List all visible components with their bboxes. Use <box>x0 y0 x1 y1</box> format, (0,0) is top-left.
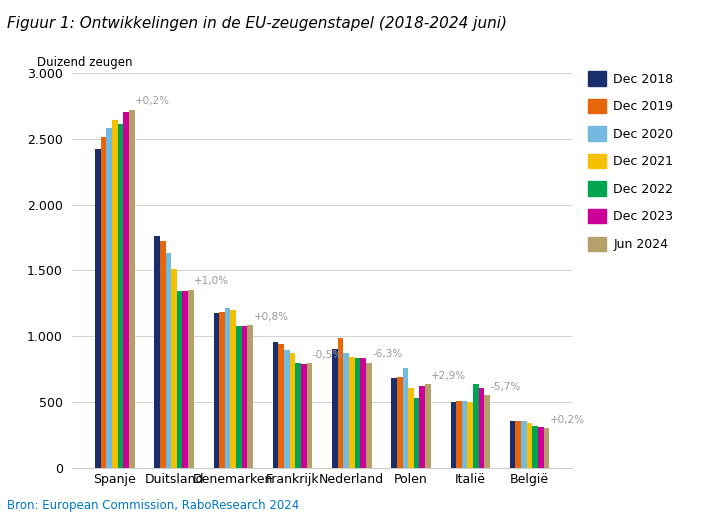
Bar <box>343 354 349 468</box>
Bar <box>160 241 166 468</box>
Bar <box>295 363 301 468</box>
Bar <box>166 253 172 468</box>
Bar <box>101 137 106 468</box>
Bar <box>332 349 337 468</box>
Text: -6,3%: -6,3% <box>372 349 403 359</box>
Bar <box>95 149 101 468</box>
Bar <box>188 290 194 468</box>
Text: +0,2%: +0,2% <box>550 414 585 424</box>
Bar <box>129 110 135 468</box>
Text: -0,5%: -0,5% <box>313 350 343 360</box>
Bar <box>456 401 462 468</box>
Bar <box>527 423 532 468</box>
Text: +2,9%: +2,9% <box>432 371 466 381</box>
Text: Figuur 1: Ontwikkelingen in de EU-zeugenstapel (2018-2024 juni): Figuur 1: Ontwikkelingen in de EU-zeugen… <box>7 16 508 31</box>
Bar <box>273 342 279 468</box>
Bar <box>242 327 248 468</box>
Bar <box>538 427 544 468</box>
Bar <box>106 128 112 468</box>
Text: Bron: European Commission, RaboResearch 2024: Bron: European Commission, RaboResearch … <box>7 499 300 512</box>
Bar <box>361 358 366 468</box>
Bar <box>307 363 312 468</box>
Bar <box>544 428 550 468</box>
Bar <box>468 402 473 468</box>
Bar <box>154 236 160 468</box>
Bar <box>225 308 230 468</box>
Bar <box>479 388 484 468</box>
Bar <box>214 313 219 468</box>
Bar <box>117 124 123 468</box>
Bar <box>392 379 397 468</box>
Bar <box>290 354 295 468</box>
Bar <box>177 292 182 468</box>
Bar <box>366 362 371 468</box>
Bar <box>337 337 343 468</box>
Text: +0,8%: +0,8% <box>253 312 289 322</box>
Bar <box>473 384 479 468</box>
Text: +1,0%: +1,0% <box>194 276 230 286</box>
Text: -5,7%: -5,7% <box>491 382 521 392</box>
Bar <box>349 357 355 468</box>
Bar <box>484 395 490 468</box>
Bar <box>279 344 284 468</box>
Bar <box>123 112 129 468</box>
Bar <box>419 386 425 468</box>
Bar <box>515 421 521 468</box>
Bar <box>532 426 538 468</box>
Bar <box>355 358 361 468</box>
Bar <box>403 368 408 468</box>
Bar <box>219 312 225 468</box>
Bar <box>510 421 515 468</box>
Text: Duizend zeugen: Duizend zeugen <box>38 56 133 69</box>
Bar <box>172 269 177 468</box>
Text: +0,2%: +0,2% <box>135 96 170 107</box>
Bar <box>425 384 431 468</box>
Bar <box>182 292 188 468</box>
Legend: Dec 2018, Dec 2019, Dec 2020, Dec 2021, Dec 2022, Dec 2023, Jun 2024: Dec 2018, Dec 2019, Dec 2020, Dec 2021, … <box>588 71 673 251</box>
Bar <box>230 310 236 468</box>
Bar <box>236 327 242 468</box>
Bar <box>301 364 307 468</box>
Bar <box>248 325 253 468</box>
Bar <box>521 421 527 468</box>
Bar <box>284 350 290 468</box>
Bar <box>462 401 468 468</box>
Bar <box>414 398 419 468</box>
Bar <box>397 377 403 468</box>
Bar <box>112 120 117 468</box>
Bar <box>408 388 414 468</box>
Bar <box>450 402 456 468</box>
